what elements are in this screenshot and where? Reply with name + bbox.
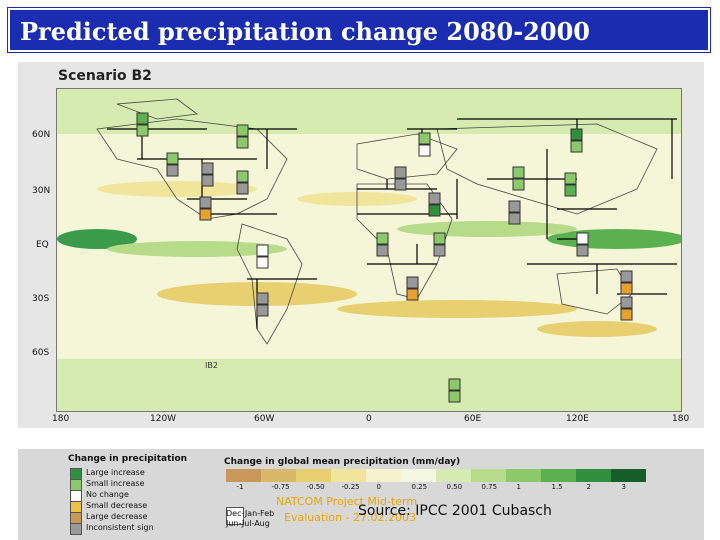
colorbar-title: Change in global mean precipitation (mm/… [224,457,461,467]
lon-label: 180 [672,414,690,424]
continent-south-america [236,223,303,345]
slide-title: Predicted precipitation change 2080-2000 [20,17,590,46]
legend-symbol-label: Inconsistent sign [86,523,154,532]
season-label-djf: Dec-Jan-Feb [226,509,275,518]
continent-australia [556,268,633,315]
dry-band [97,181,257,197]
lon-label: 0 [366,414,372,424]
colorbar [226,469,646,482]
colorbar-segment [366,469,401,482]
lat-label: 60N [32,130,51,140]
continent-europe [356,133,458,180]
legend-panel: Change in precipitation Large increase S… [18,449,704,540]
source-credit: Source: IPCC 2001 Cubasch [358,503,552,519]
colorbar-segment [611,469,646,482]
colorbar-tick-label: 2 [586,483,591,491]
wet-band [107,241,287,257]
colorbar-tick-label: -0.50 [306,483,325,491]
colorbar-segment [576,469,611,482]
colorbar-tick-label: 3 [621,483,626,491]
map-svg [57,89,681,411]
season-symbol [226,507,244,525]
lat-label: EQ [36,240,49,250]
lon-label: 60E [464,414,482,424]
colorbar-segment [331,469,366,482]
colorbar-ticks: -1 -0.75 -0.50 -0.25 0 0.25 0.50 0.75 1 1.5 2 3 [226,483,646,493]
colorbar-tick-label: 0.50 [446,483,463,491]
legend-symbol-label: Large decrease [86,512,148,521]
colorbar-segment [261,469,296,482]
wet-band [57,89,681,134]
footer-line-2: Evaluation - 27.02.2003 [284,511,416,524]
lon-label: 60W [254,414,275,424]
dry-band [337,300,577,318]
colorbar-segment [506,469,541,482]
precipitation-figure: Scenario B2 60N 30N EQ 30S 60S [18,62,704,428]
colorbar-segment [471,469,506,482]
scenario-label: Scenario B2 [58,68,152,84]
legend-symbol-label: Small increase [86,479,145,488]
lon-label: 180 [52,414,70,424]
colorbar-tick-label: 0.75 [481,483,498,491]
colorbar-tick-label: 1 [516,483,521,491]
colorbar-segment [296,469,331,482]
lon-label: 120E [566,414,589,424]
continent-asia [436,123,658,215]
colorbar-segment [436,469,471,482]
lon-label: 120W [150,414,177,424]
region-symbols [136,112,633,403]
slide-title-bar: Predicted precipitation change 2080-2000 [8,8,710,52]
colorbar-tick-label: -1 [236,483,244,491]
inset-label: IB2 [205,361,218,370]
symbols-legend-title: Change in precipitation [68,454,188,464]
dry-band [537,321,657,337]
colorbar-tick-label: -0.25 [341,483,360,491]
world-map: IB2 [56,88,682,412]
legend-symbol-label: No change [86,490,129,499]
colorbar-segment [401,469,436,482]
season-label-jja: Jun-Jul-Aug [226,519,270,528]
lat-label: 30N [32,186,51,196]
colorbar-tick-label: 0 [376,483,381,491]
lat-label: 30S [32,294,50,304]
colorbar-tick-label: -0.75 [271,483,290,491]
legend-symbol-label: Large increase [86,468,145,477]
wet-band [397,221,577,237]
colorbar-tick-label: 0.25 [411,483,428,491]
legend-symbol-label: Small decrease [86,501,148,510]
wet-band [57,229,137,249]
lat-label: 60S [32,348,50,358]
inconsistent-sign-swatch [70,523,82,535]
wet-band [57,359,681,411]
colorbar-segment [226,469,261,482]
colorbar-tick-label: 1.5 [551,483,563,491]
footer-line-1: NATCOM Project Mid-term [276,495,418,508]
colorbar-segment [541,469,576,482]
